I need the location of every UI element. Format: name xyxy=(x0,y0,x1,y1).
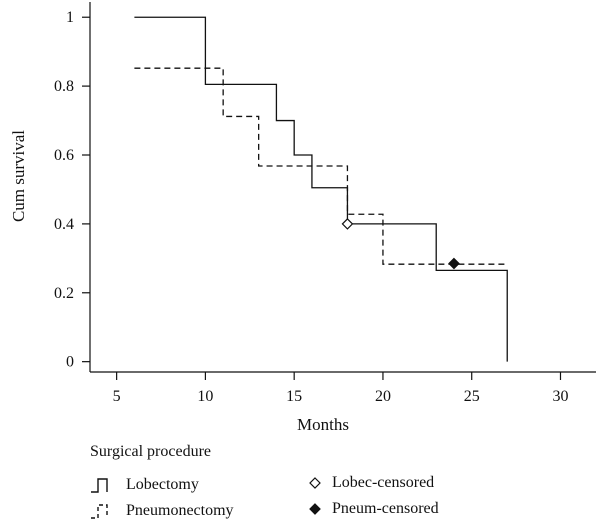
filled-diamond-icon xyxy=(309,503,321,515)
x-axis-label: Months xyxy=(297,415,349,434)
legend-item-lobectomy: Lobectomy xyxy=(90,476,199,494)
legend-item-pneumonectomy: Pneumonectomy xyxy=(90,502,234,520)
dashed-step-icon xyxy=(91,504,108,519)
y-tick-label: 0 xyxy=(66,354,74,371)
series-line-pneumonectomy xyxy=(134,67,508,265)
x-tick-label: 30 xyxy=(552,388,568,405)
legend-item-pneum-censored: Pneum-censored xyxy=(308,500,439,518)
y-tick-label: 0.2 xyxy=(54,285,74,302)
y-tick-label: 0.4 xyxy=(54,216,74,233)
legend-label-lobectomy: Lobectomy xyxy=(126,476,199,493)
censored-marker-lobec-censored xyxy=(341,218,354,230)
x-tick-label: 15 xyxy=(286,388,302,405)
legend-label-pneum-censored: Pneum-censored xyxy=(332,500,439,517)
x-tick-label: 10 xyxy=(197,388,213,405)
x-tick-label: 5 xyxy=(113,388,121,405)
series-line-lobectomy xyxy=(134,16,508,362)
x-tick-label: 20 xyxy=(375,388,391,405)
y-axis-label: Cum survival xyxy=(9,130,28,222)
open-diamond-icon xyxy=(309,477,321,489)
y-tick-label: 1 xyxy=(66,9,74,26)
x-tick-label: 25 xyxy=(464,388,480,405)
y-tick-label: 0.8 xyxy=(54,78,74,95)
legend-label-pneumonectomy: Pneumonectomy xyxy=(126,502,234,519)
censored-marker-pneum-censored xyxy=(448,257,460,270)
legend-title: Surgical procedure xyxy=(90,443,211,460)
solid-step-icon xyxy=(91,478,108,493)
legend-item-lobec-censored: Lobec-censored xyxy=(308,474,434,492)
legend-label-lobec-censored: Lobec-censored xyxy=(332,474,435,491)
y-tick-label: 0.6 xyxy=(54,147,74,164)
